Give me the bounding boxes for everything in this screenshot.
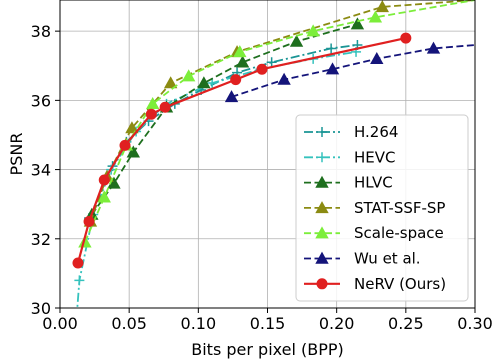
- data-point: [266, 57, 277, 68]
- data-point: [145, 108, 157, 120]
- legend-entry: H.264: [304, 123, 398, 141]
- x-tick-label: 0.00: [42, 314, 78, 333]
- data-point: [306, 24, 320, 37]
- legend-marker: [315, 201, 329, 214]
- x-tick-label: 0.15: [250, 314, 286, 333]
- data-point: [289, 34, 304, 47]
- x-tick-label: 0.20: [319, 314, 355, 333]
- data-point: [400, 32, 412, 44]
- legend-marker: [315, 175, 329, 188]
- y-tick-label: 36: [31, 91, 51, 110]
- series-line: [91, 23, 358, 216]
- data-point: [72, 257, 84, 269]
- data-point: [98, 174, 110, 186]
- data-point: [368, 10, 383, 23]
- x-tick-label: 0.10: [181, 314, 217, 333]
- legend-label: Wu et al.: [354, 250, 421, 268]
- y-tick-label: 30: [31, 299, 51, 318]
- legend-entry: Wu et al.: [304, 250, 421, 268]
- x-tick-label: 0.25: [388, 314, 424, 333]
- data-point: [146, 96, 160, 110]
- series-nerv-ours-: [72, 32, 412, 269]
- data-point: [159, 101, 171, 113]
- data-point: [97, 190, 111, 203]
- y-tick-label: 38: [31, 22, 51, 41]
- data-point: [426, 41, 441, 54]
- y-axis-label: PSNR: [7, 133, 26, 176]
- y-tick-label: 34: [31, 161, 51, 180]
- x-tick-label: 0.05: [111, 314, 147, 333]
- data-point: [326, 43, 337, 54]
- legend-box: [295, 114, 469, 302]
- data-point: [256, 63, 268, 75]
- plot-frame: [59, 0, 476, 309]
- data-point: [235, 55, 250, 68]
- legend-marker: [315, 226, 329, 239]
- legend-entry: NeRV (Ours): [304, 275, 446, 293]
- data-point: [325, 62, 340, 75]
- data-point: [126, 145, 140, 158]
- data-point: [350, 17, 365, 30]
- series-layer: [72, 0, 475, 308]
- data-point: [181, 69, 196, 82]
- legend-label: NeRV (Ours): [354, 275, 446, 293]
- data-point: [197, 76, 211, 89]
- legend-marker: [315, 251, 329, 264]
- data-point: [224, 90, 239, 103]
- legend-label: Scale-space: [354, 224, 444, 242]
- legend-marker: [317, 152, 327, 163]
- data-point: [277, 72, 291, 85]
- legend-marker: [317, 127, 327, 137]
- y-tick-label: 32: [31, 230, 51, 249]
- data-point: [207, 78, 218, 89]
- data-point: [375, 0, 389, 13]
- series-line: [76, 51, 357, 308]
- legend-entry: HLVC: [304, 174, 393, 192]
- legend-entry: Scale-space: [304, 224, 444, 242]
- x-axis-label: Bits per pixel (BPP): [191, 340, 344, 359]
- series-scale-space: [78, 0, 475, 248]
- data-point: [233, 45, 247, 58]
- legend: H.264 HEVC HLVC STAT-SSF-SP Scale-space Wu et…: [295, 114, 469, 302]
- axes-layer: 0.00 0.05 0.10 0.15 0.20 0.25 0.30 30 32 34 36 38: [31, 0, 493, 333]
- series-wu-et-al-: [224, 41, 475, 103]
- data-point: [83, 215, 95, 227]
- legend-label: H.264: [354, 123, 398, 141]
- legend-label: STAT-SSF-SP: [354, 199, 445, 217]
- data-point: [119, 139, 131, 151]
- legend-marker: [316, 278, 328, 290]
- x-tick-label: 0.30: [457, 314, 493, 333]
- series-line: [231, 44, 475, 98]
- legend-label: HEVC: [354, 148, 396, 166]
- legend-entry: STAT-SSF-SP: [304, 199, 445, 217]
- data-point: [163, 76, 178, 89]
- data-point: [74, 275, 85, 286]
- data-point: [125, 121, 139, 134]
- data-point: [370, 52, 384, 65]
- legend-entry: HEVC: [304, 148, 396, 166]
- legend-label: HLVC: [354, 174, 393, 192]
- data-point: [230, 74, 242, 86]
